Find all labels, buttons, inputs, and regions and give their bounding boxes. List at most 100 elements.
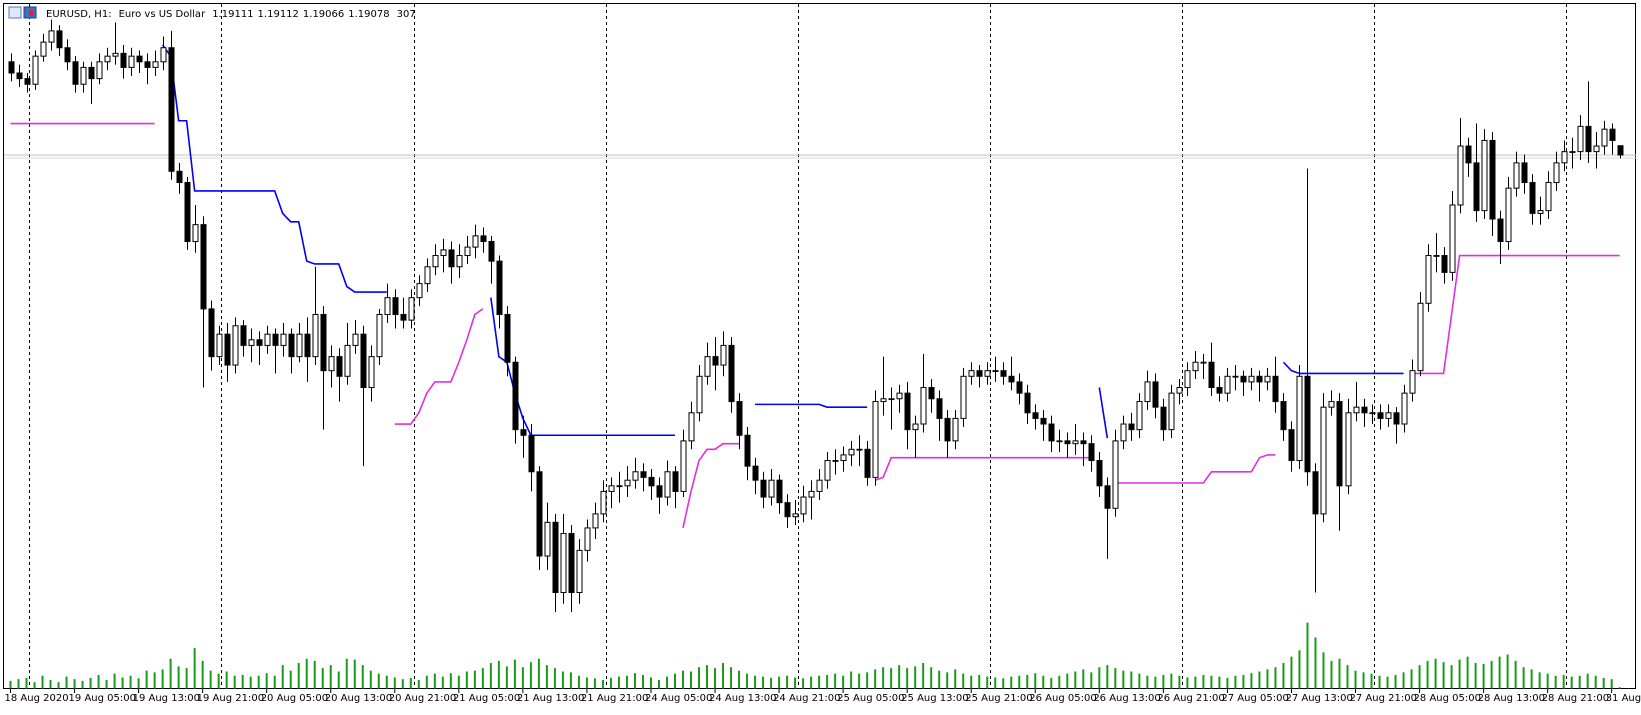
volume-bar: [545, 665, 548, 689]
volume-bar: [714, 668, 717, 689]
volume-bar: [1538, 672, 1541, 689]
candle-body: [928, 387, 935, 400]
volume-bar: [465, 671, 468, 689]
candle-body: [1120, 423, 1127, 442]
x-tick-label: 24 Aug 21:00: [773, 693, 840, 704]
volume-bar: [233, 675, 236, 689]
candle-body: [400, 314, 407, 321]
volume-bar: [746, 673, 749, 689]
candle-body: [1296, 375, 1303, 462]
candle-body: [520, 429, 527, 436]
volume-bar: [529, 662, 532, 689]
candle-body: [1136, 401, 1143, 431]
volume-bar: [97, 674, 100, 689]
volume-bar: [1002, 678, 1005, 689]
candle-body: [360, 333, 367, 389]
volume-bar: [1074, 671, 1077, 689]
volume-bar: [1098, 667, 1101, 689]
volume-bar: [377, 673, 380, 689]
volume-bar: [1122, 670, 1125, 689]
candle-body: [416, 283, 423, 299]
candle-body: [688, 412, 695, 442]
candle-body: [352, 333, 359, 346]
candle-body: [64, 47, 71, 63]
volume-bar: [1178, 675, 1181, 689]
candle-body: [1377, 412, 1384, 419]
x-tick-label: 28 Aug 21:00: [1542, 693, 1609, 704]
x-tick-label: 20 Aug 05:00: [261, 693, 328, 704]
volume-bar: [1258, 671, 1261, 689]
volume-bar: [1370, 673, 1373, 689]
volume-bar: [1186, 677, 1189, 689]
candle-body: [808, 490, 815, 498]
candle-body: [8, 61, 15, 74]
indicator-line: [161, 44, 1404, 439]
volume-bar: [121, 677, 124, 689]
candle-body: [896, 392, 903, 400]
x-tick-label: 27 Aug 13:00: [1285, 693, 1352, 704]
candle-body: [1112, 440, 1119, 509]
volume-bar: [513, 659, 516, 689]
x-tick-label: 24 Aug 13:00: [709, 693, 776, 704]
volume-bar: [1026, 674, 1029, 689]
volume-bar: [425, 675, 428, 689]
volume-bar: [1522, 667, 1525, 689]
candle-body: [232, 325, 239, 366]
candle-body: [280, 333, 287, 346]
volume-bar: [1082, 669, 1085, 689]
candle-body: [464, 246, 471, 257]
candle-body: [872, 401, 879, 478]
volume-bar: [129, 675, 132, 689]
volume-bar: [1450, 665, 1453, 689]
x-tick-label: 27 Aug 05:00: [1221, 693, 1288, 704]
candle-body: [888, 398, 895, 401]
candle-body: [448, 249, 455, 268]
volume-bar: [313, 660, 316, 689]
indicator-line: [10, 122, 1620, 529]
candle-body: [960, 375, 967, 419]
volume-bar: [641, 674, 644, 689]
volume-bar: [1306, 622, 1309, 689]
volumes: [9, 622, 1621, 689]
candle-body: [72, 61, 79, 85]
volume-bar: [1498, 656, 1501, 689]
candle-body: [664, 471, 671, 498]
candle-body: [776, 479, 783, 504]
header: EURUSD, H1: Euro vs US Dollar 1.19111 1.191…: [8, 6, 416, 20]
volume-bar: [1058, 675, 1061, 689]
volume-bar: [1394, 674, 1397, 689]
candle-body: [264, 333, 271, 346]
volume-bar: [41, 675, 44, 689]
candle-body: [48, 30, 55, 43]
volume-bar: [810, 676, 813, 689]
x-tick-label: 28 Aug 13:00: [1478, 693, 1545, 704]
candle-body: [544, 521, 551, 557]
volume-bar: [593, 678, 596, 689]
candle-body: [1256, 375, 1263, 383]
volume-bar: [401, 679, 404, 689]
candle-body: [968, 370, 975, 377]
volume-bar: [57, 682, 60, 689]
candle-body: [176, 170, 183, 184]
candle-body: [1505, 187, 1512, 242]
volume-bar: [89, 677, 92, 689]
candle-body: [752, 465, 759, 481]
volume-bar: [225, 671, 228, 689]
volume-bar: [1586, 673, 1589, 689]
volume-bar: [1250, 673, 1253, 689]
volume-bar: [481, 668, 484, 689]
candle-body: [1152, 381, 1159, 408]
candle-body: [1521, 162, 1528, 184]
volume-bar: [730, 667, 733, 689]
candle-body: [80, 66, 87, 85]
volume-bar: [1066, 673, 1069, 689]
candle-body: [1553, 162, 1560, 184]
candle-body: [880, 398, 887, 403]
candle-body: [1064, 440, 1071, 445]
candle-body: [408, 297, 415, 321]
volume-bar: [690, 671, 693, 689]
candle-body: [680, 440, 687, 492]
header-field: 1.19066: [303, 9, 344, 20]
volume-bar: [137, 678, 140, 689]
